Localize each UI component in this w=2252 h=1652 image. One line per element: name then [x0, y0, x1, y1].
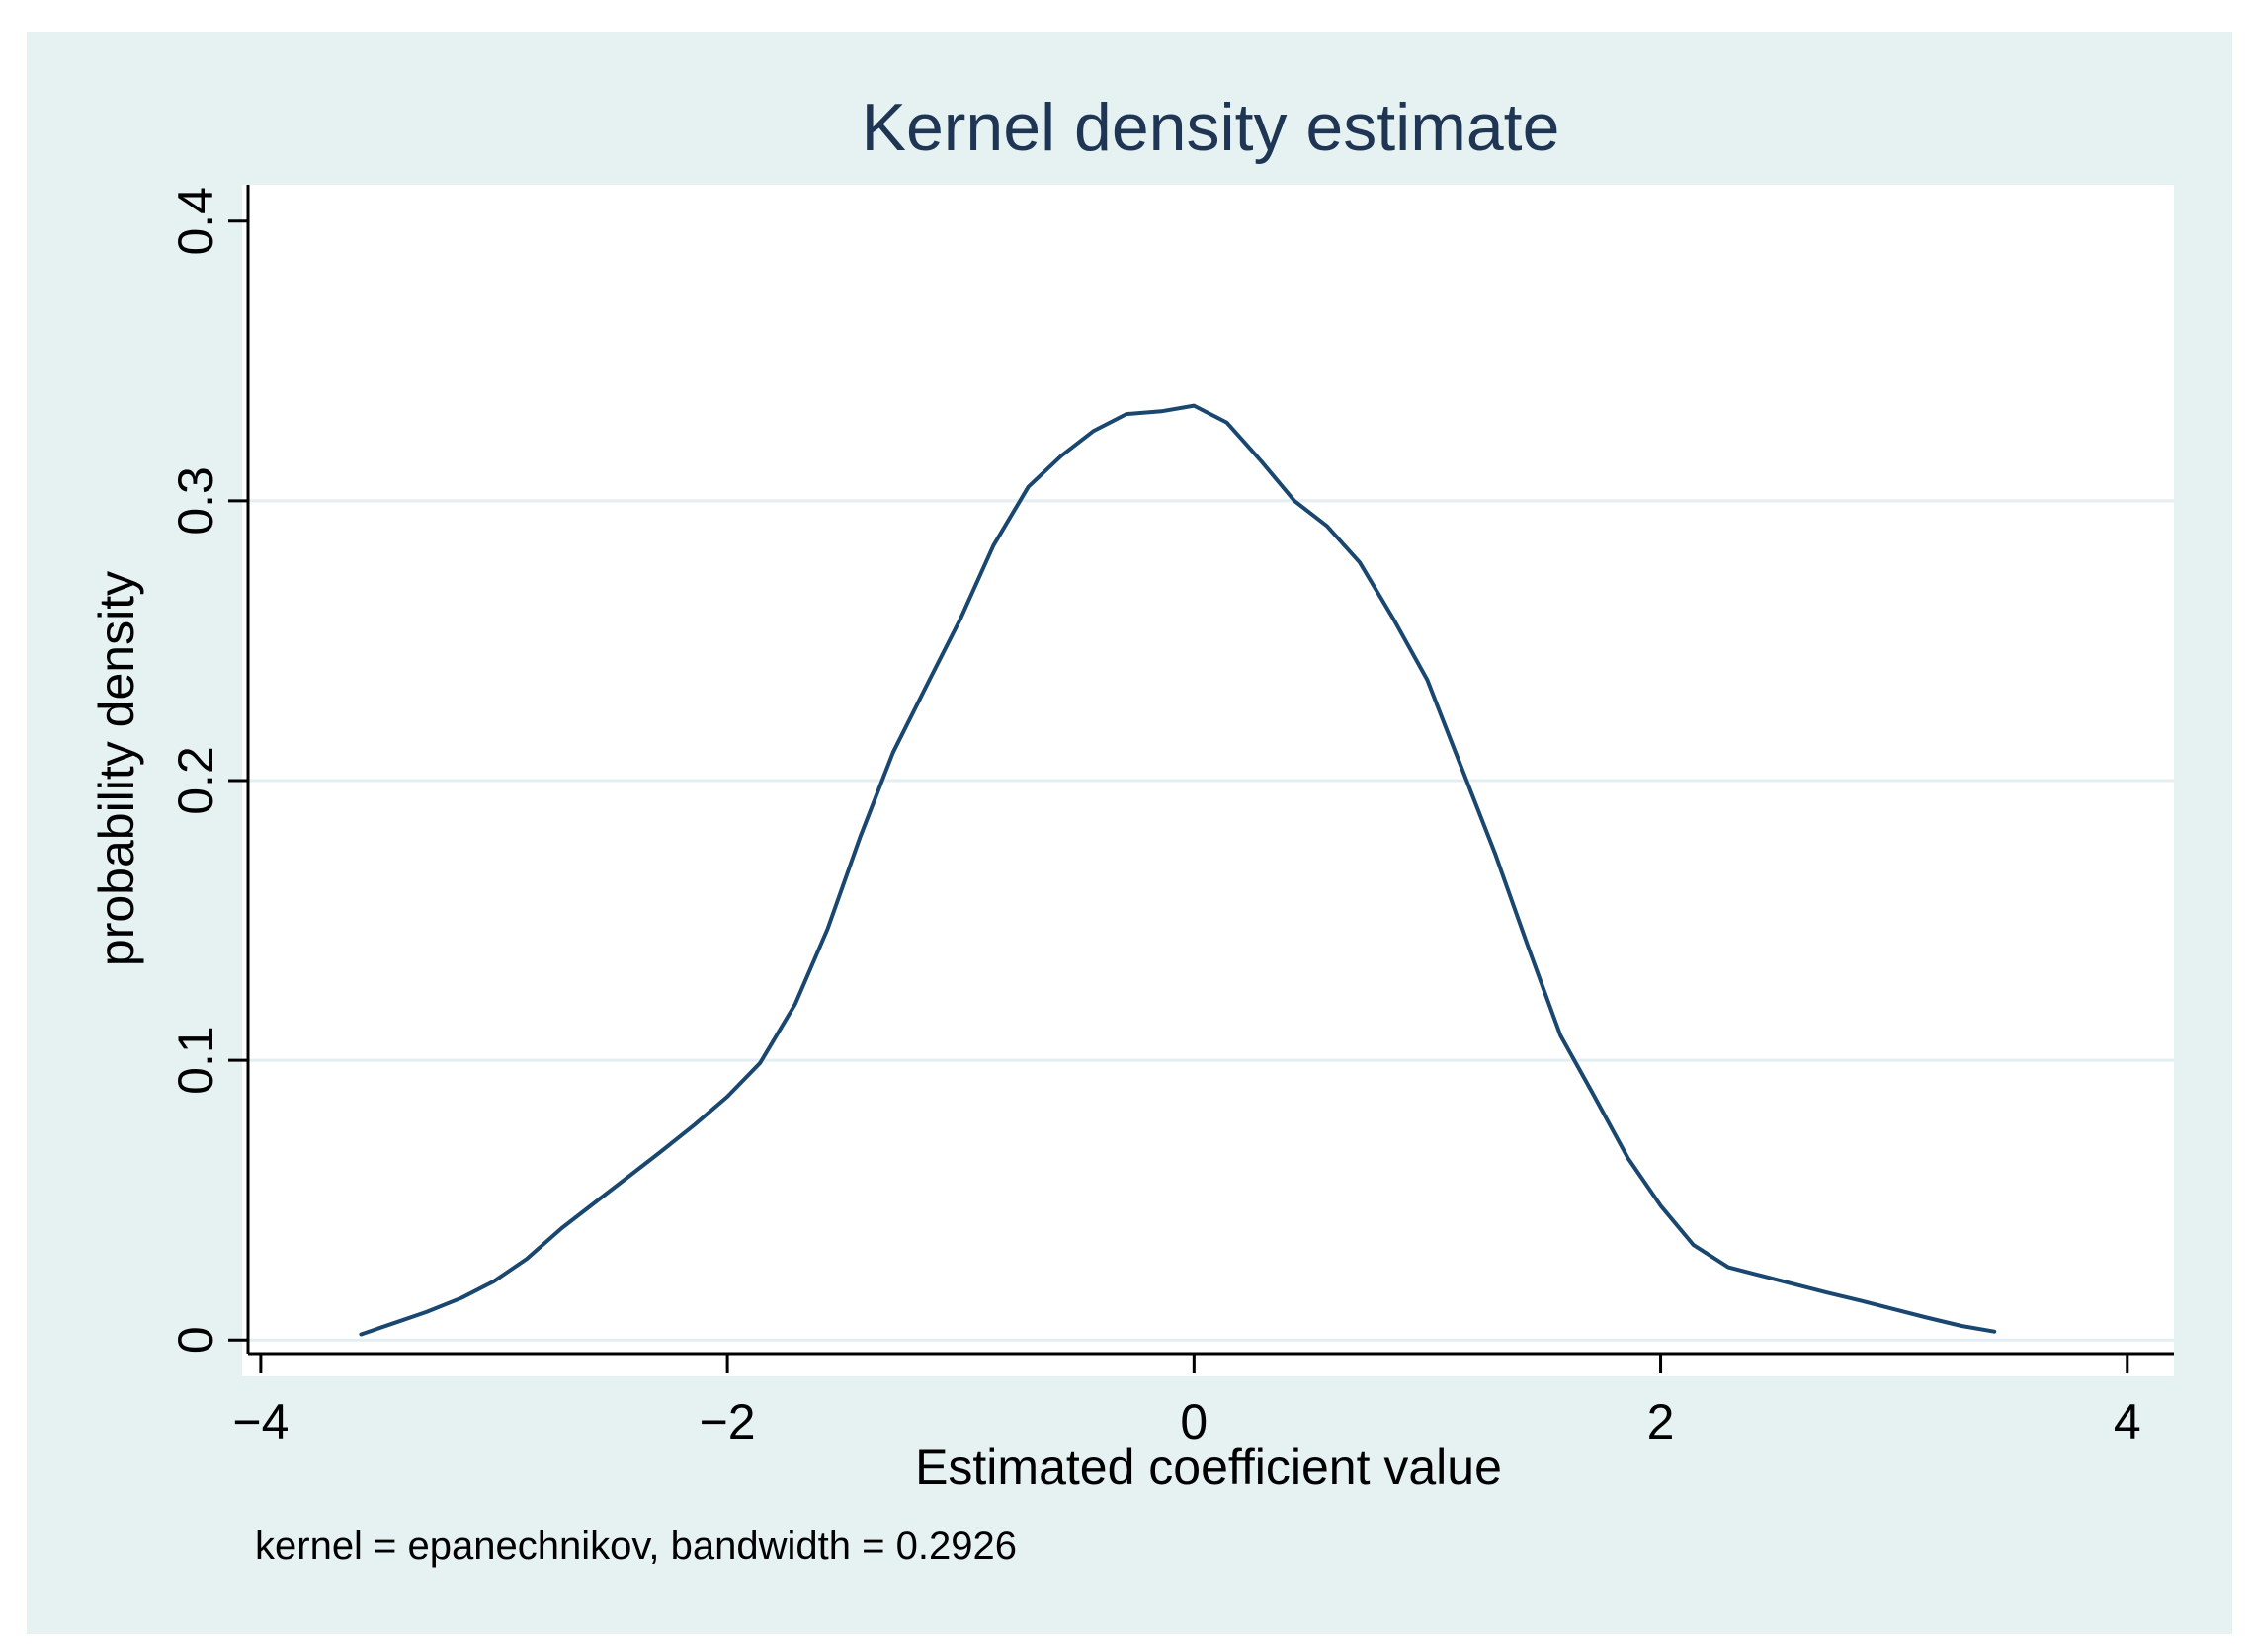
y-tick-label: 0.4	[168, 187, 223, 256]
y-tick-label: 0.1	[168, 1026, 223, 1095]
chart-title: Kernel density estimate	[862, 90, 1560, 165]
x-tick-label: 2	[1647, 1394, 1675, 1449]
density-line	[359, 403, 1997, 1337]
kernel-note: kernel = epanechnikov, bandwidth = 0.292…	[255, 1525, 1017, 1568]
x-axis-label: Estimated coefficient value	[915, 1440, 1502, 1495]
y-tick-label: 0.3	[168, 466, 223, 536]
x-tick-label: −4	[232, 1394, 289, 1449]
chart-frame: Kernel density estimate 0 0.1 0.2 0.3 0.4 −4 −…	[27, 32, 2232, 1634]
x-tick-label: −2	[700, 1394, 756, 1449]
kde-chart: Kernel density estimate 0 0.1 0.2 0.3 0.4 −4 −…	[89, 90, 2174, 1568]
y-axis-label: probability density	[89, 571, 144, 966]
x-tick-label: 0	[1180, 1394, 1208, 1449]
y-tick-label: 0	[168, 1326, 223, 1354]
y-tick-label: 0.2	[168, 746, 223, 815]
x-tick-label: 4	[2114, 1394, 2141, 1449]
